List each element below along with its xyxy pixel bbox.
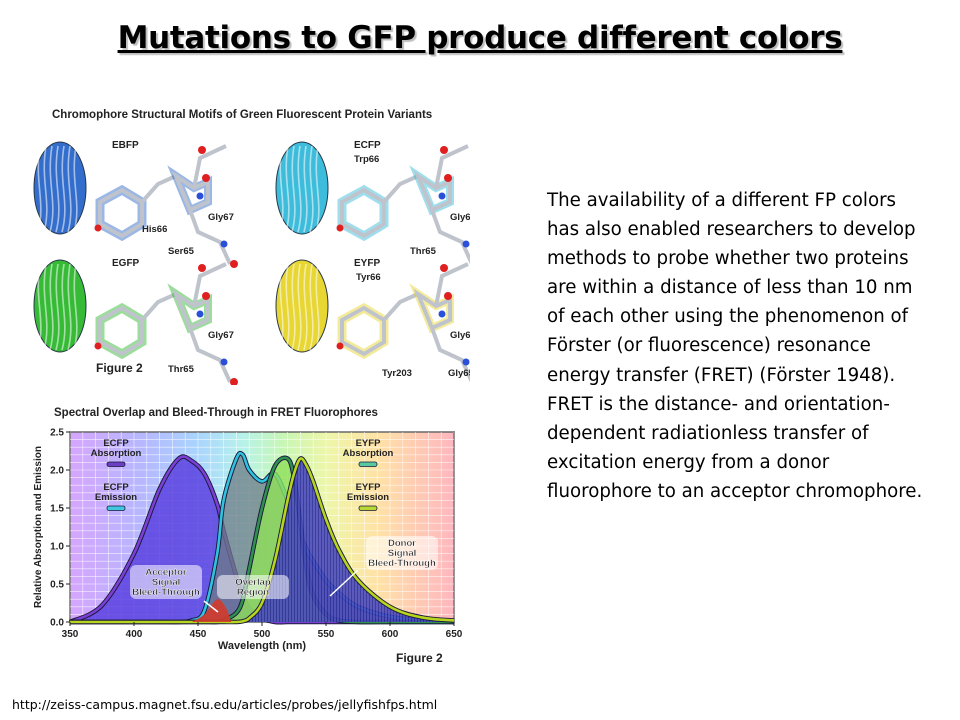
legend-swatch	[358, 461, 378, 467]
annotation-box	[217, 575, 289, 599]
legend-swatch	[358, 505, 378, 511]
annotation: Acceptor Signal Bleed-Through	[130, 565, 202, 599]
y-tick-label: 2.5	[50, 428, 64, 439]
structures-figure: Chromophore Structural Motifs of Green F…	[33, 109, 470, 385]
structure-panel-ebfp: EBFP His66 Gly67 Ser65	[33, 140, 238, 268]
series-line-3	[70, 457, 455, 624]
x-tick-label: 650	[446, 629, 463, 640]
acceptor-bleed-region	[191, 599, 232, 622]
legend-label: EYFP Emission	[347, 482, 389, 503]
y-tick-label: 2.0	[50, 466, 64, 477]
legend-label: EYFP Absorption	[343, 438, 394, 459]
residue-label: Gly67	[208, 212, 234, 223]
residue-label: Gly65	[448, 368, 470, 379]
annotation-box	[130, 565, 202, 599]
structures-figure-title: Chromophore Structural Motifs of Green F…	[52, 109, 432, 121]
y-tick-label: 1.5	[50, 504, 64, 515]
protein-barrel-icon	[33, 259, 87, 353]
residue-label: Trp66	[354, 154, 379, 165]
legend-item: EYFP Absorption	[343, 438, 394, 467]
legend-item: ECFP Emission	[95, 482, 137, 511]
structure-panel-ecfp: ECFP Trp66 Gly67 Thr65	[275, 140, 470, 265]
protein-barrel-icon	[33, 141, 87, 235]
residue-label: Tyr203	[382, 368, 412, 379]
x-tick-label: 500	[254, 629, 271, 640]
residue-label: Gly67	[450, 330, 470, 341]
legend-item: EYFP Emission	[347, 482, 389, 511]
residue-label: Thr65	[168, 364, 195, 375]
protein-barrel-icon	[275, 141, 329, 235]
annotation: Donor Signal Bleed-Through	[366, 536, 438, 570]
y-tick-label: 0.0	[50, 618, 64, 629]
series-area-2	[70, 457, 454, 623]
spectral-chart: Spectral Overlap and Bleed-Through in FR…	[33, 407, 463, 665]
variant-name: EBFP	[112, 140, 139, 151]
annotation-pointer	[329, 569, 359, 597]
variant-name: ECFP	[354, 140, 381, 151]
annotation-text: Acceptor Signal Bleed-Through	[132, 567, 200, 598]
chromophore-structure-icon	[94, 144, 238, 268]
legend-label: ECFP Absorption	[91, 438, 142, 459]
variant-name: EYFP	[354, 258, 380, 269]
y-tick-label: 1.0	[50, 542, 64, 553]
chromophore-structure-icon	[336, 262, 470, 383]
chart-figure-label: Figure 2	[396, 651, 443, 665]
legend-swatch	[106, 505, 126, 511]
x-tick-label: 550	[318, 629, 335, 640]
protein-barrel-icon	[275, 259, 329, 353]
residue-label: Tyr66	[356, 272, 381, 283]
slide-title: Mutations to GFP produce different color…	[117, 20, 843, 56]
residue-label: Gly67	[208, 330, 234, 341]
variant-name: EGFP	[112, 258, 140, 269]
structures-figure-label: Figure 2	[96, 361, 143, 375]
x-axis-label: Wavelength (nm)	[218, 640, 307, 652]
structure-panel-eyfp: EYFP Tyr66 Gly67 Tyr203 Gly65	[275, 258, 470, 383]
y-tick-label: 0.5	[50, 580, 64, 591]
y-axis-label: Relative Absorption and Emission	[33, 446, 44, 608]
legend-label: ECFP Emission	[95, 482, 137, 503]
annotation-pointer	[203, 600, 219, 613]
annotation-text: Overlap Region	[235, 577, 271, 598]
source-url: http://zeiss-campus.magnet.fsu.edu/artic…	[12, 697, 438, 712]
residue-label: His66	[142, 224, 167, 235]
legend-swatch	[106, 461, 126, 467]
body-paragraph: The availability of a different FP color…	[547, 190, 923, 502]
residue-label: Gly67	[450, 212, 470, 223]
annotation-text: Donor Signal Bleed-Through	[368, 538, 436, 569]
residue-label: Ser65	[168, 246, 195, 257]
annotation-box	[366, 536, 438, 570]
x-tick-label: 350	[62, 629, 79, 640]
x-tick-label: 450	[190, 629, 207, 640]
chart-title: Spectral Overlap and Bleed-Through in FR…	[54, 407, 378, 419]
chromophore-structure-icon	[336, 144, 470, 265]
legend-item: ECFP Absorption	[91, 438, 142, 467]
residue-label: Thr65	[410, 246, 437, 257]
x-tick-label: 600	[382, 629, 399, 640]
x-tick-label: 400	[126, 629, 143, 640]
chromophore-structure-icon	[94, 262, 238, 385]
annotation: Overlap Region	[217, 575, 289, 599]
structure-panel-egfp: EGFP Gly67 Thr65	[33, 258, 238, 385]
